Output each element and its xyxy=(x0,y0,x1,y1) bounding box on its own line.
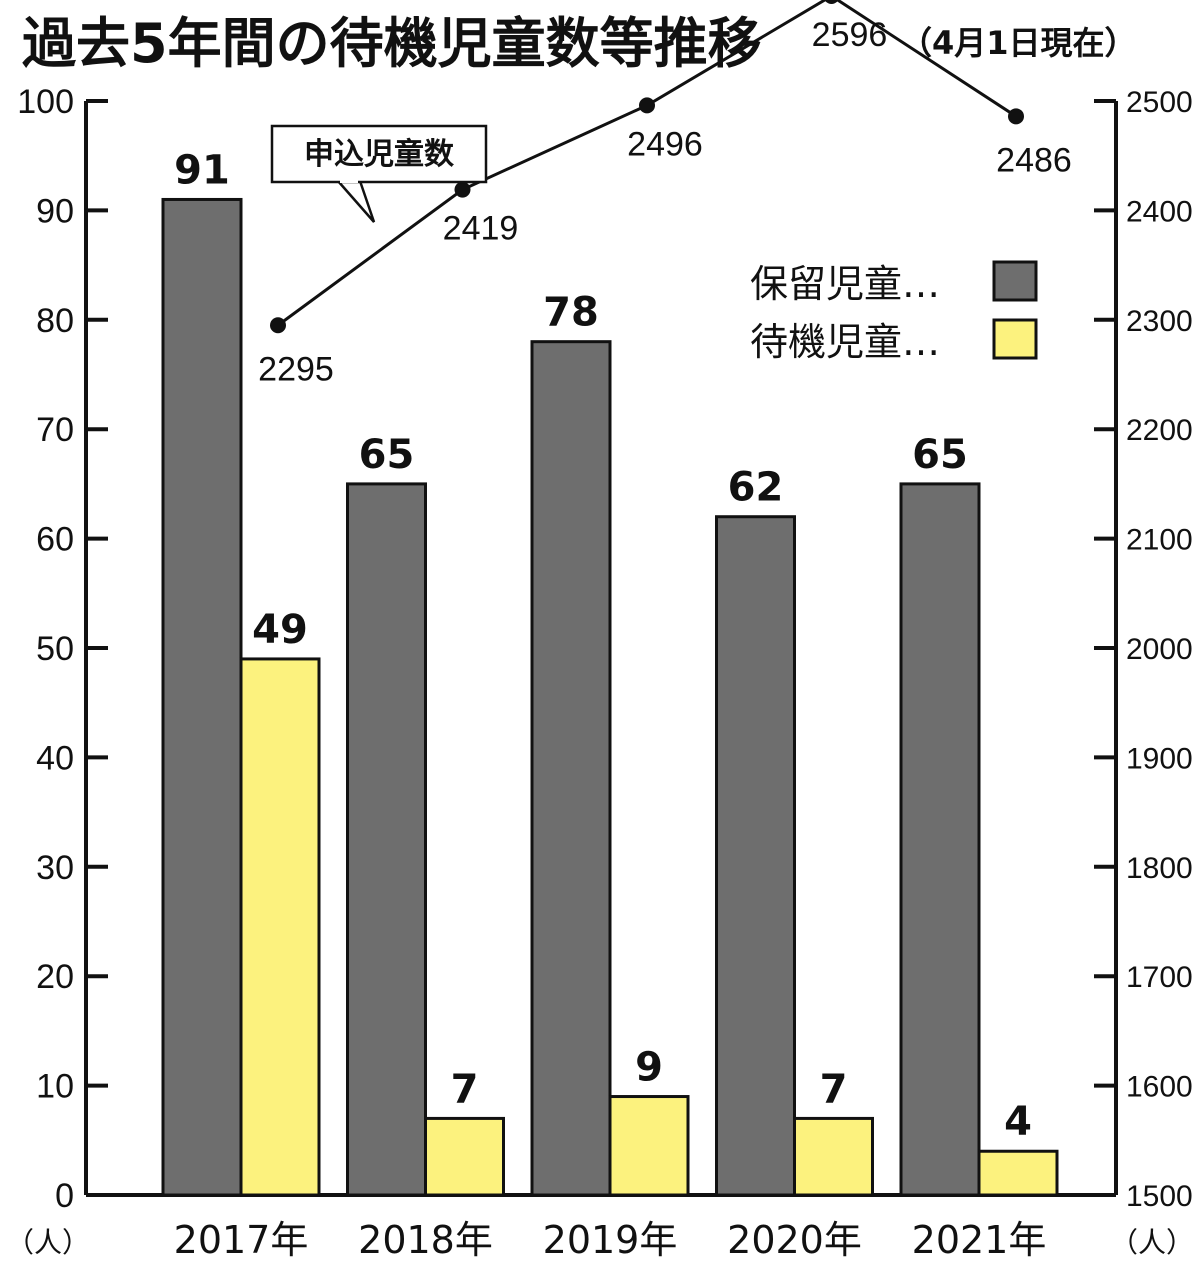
bar-hold-value: 62 xyxy=(728,465,784,511)
bar-waiting xyxy=(608,1095,690,1197)
left-tick-label: 20 xyxy=(36,958,74,996)
category-label: 2018年 xyxy=(358,1218,493,1262)
bars xyxy=(161,197,1059,1197)
bar-hold-value: 65 xyxy=(359,432,415,478)
callout-box xyxy=(270,124,488,184)
legend-label-waiting: 待機児童… xyxy=(750,320,940,364)
legend: 保留児童… 待機児童… xyxy=(750,260,1038,364)
bar-hold xyxy=(899,482,981,1197)
line-point-value: 2295 xyxy=(258,350,334,388)
left-tick-label: 40 xyxy=(36,739,74,777)
bar-waiting-value: 4 xyxy=(1004,1099,1032,1145)
left-tick-label: 90 xyxy=(36,192,74,230)
bar-hold-value: 78 xyxy=(543,290,599,336)
right-tick-label: 1500 xyxy=(1126,1180,1193,1213)
bar-hold xyxy=(715,515,796,1197)
bar-waiting xyxy=(239,657,321,1197)
bar-hold-value: 65 xyxy=(912,432,968,478)
legend-label-hold: 保留児童… xyxy=(750,262,940,306)
bar-waiting-value: 7 xyxy=(820,1066,848,1112)
chart-subtitle: （4月1日現在） xyxy=(900,24,1137,62)
left-tick-label: 50 xyxy=(36,630,74,668)
bar-waiting-value: 49 xyxy=(252,607,308,653)
chart-title: 過去5年間の待機児童数等推移 xyxy=(22,12,762,75)
left-tick-label: 0 xyxy=(55,1177,74,1215)
right-tick-label: 1800 xyxy=(1126,852,1193,885)
line-point-value: 2596 xyxy=(812,16,888,54)
right-tick-label: 1900 xyxy=(1126,742,1193,775)
right-tick-label: 2400 xyxy=(1126,195,1193,228)
category-label: 2020年 xyxy=(727,1218,862,1262)
right-axis-unit: （人） xyxy=(1110,1226,1194,1259)
bar-hold xyxy=(161,197,243,1197)
bar-waiting xyxy=(424,1116,505,1197)
bar-hold xyxy=(346,482,427,1197)
right-tick-label: 1600 xyxy=(1126,1071,1193,1104)
right-tick-label: 2000 xyxy=(1126,633,1193,666)
line-series: 2295 2419 2496 2596 2486 xyxy=(258,0,1072,388)
left-axis-unit: （人） xyxy=(6,1226,90,1259)
line-callout: 申込児童数 xyxy=(270,124,488,223)
line-point-value: 2419 xyxy=(443,210,519,248)
category-label: 2017年 xyxy=(174,1218,309,1262)
line-point xyxy=(639,97,655,114)
line-point-value: 2486 xyxy=(996,141,1072,179)
bar-waiting xyxy=(977,1149,1059,1197)
category-label: 2021年 xyxy=(912,1218,1047,1262)
bar-waiting-value: 9 xyxy=(635,1045,663,1091)
bar-waiting xyxy=(793,1116,874,1197)
left-tick-label: 10 xyxy=(36,1068,74,1106)
right-tick-label: 2100 xyxy=(1126,524,1193,557)
right-tick-label: 1700 xyxy=(1126,961,1193,994)
left-tick-label: 100 xyxy=(17,83,74,121)
right-tick-label: 2200 xyxy=(1126,414,1193,447)
bar-hold xyxy=(530,340,612,1197)
bar-hold-value: 91 xyxy=(174,147,230,193)
line-point xyxy=(824,0,839,4)
right-tick-label: 2500 xyxy=(1126,86,1193,119)
line-point xyxy=(1008,108,1024,125)
legend-swatch-waiting xyxy=(992,318,1038,360)
left-tick-label: 30 xyxy=(36,849,74,887)
line-point xyxy=(270,317,286,334)
right-tick-label: 2300 xyxy=(1126,305,1193,338)
callout-pointer xyxy=(337,180,376,223)
left-tick-label: 80 xyxy=(36,302,74,340)
bar-waiting-value: 7 xyxy=(451,1066,479,1112)
line-point-value: 2496 xyxy=(627,125,703,163)
legend-swatch-hold xyxy=(992,260,1038,302)
left-tick-label: 60 xyxy=(36,521,74,559)
left-tick-label: 70 xyxy=(36,411,74,449)
line-point xyxy=(454,181,471,198)
data-labels: 91 49 2017年 65 7 2018年 78 9 2019年 62 7 2020年 65 4 2021… xyxy=(174,147,1047,1262)
category-label: 2019年 xyxy=(543,1218,678,1262)
callout-label: 申込児童数 xyxy=(304,137,455,172)
